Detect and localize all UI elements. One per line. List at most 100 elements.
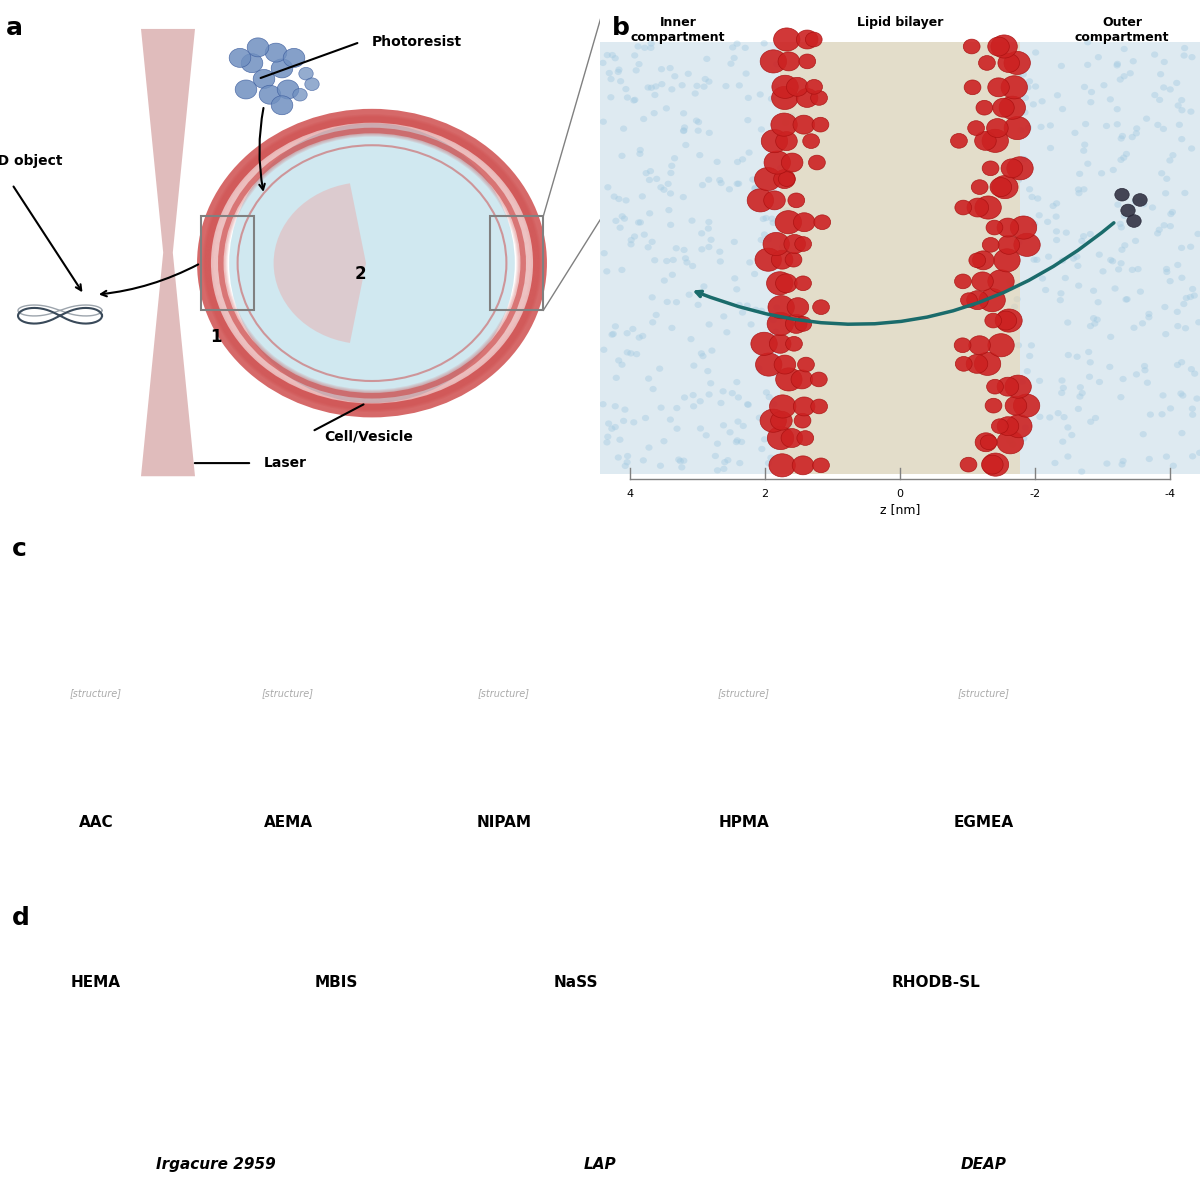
Circle shape (671, 73, 678, 79)
Circle shape (1074, 263, 1081, 269)
Circle shape (1079, 390, 1086, 396)
Circle shape (641, 232, 648, 238)
Circle shape (1099, 268, 1106, 275)
Circle shape (793, 397, 815, 416)
Circle shape (1020, 155, 1027, 163)
Circle shape (1054, 200, 1061, 207)
Circle shape (1120, 376, 1127, 383)
Circle shape (797, 431, 814, 445)
Circle shape (736, 181, 743, 187)
Circle shape (679, 194, 686, 200)
Circle shape (788, 61, 796, 67)
Circle shape (1021, 109, 1028, 116)
Circle shape (1046, 122, 1054, 129)
Circle shape (785, 252, 802, 267)
Circle shape (620, 126, 628, 132)
Circle shape (761, 437, 768, 443)
Circle shape (976, 100, 992, 115)
Circle shape (1121, 205, 1135, 216)
Circle shape (695, 128, 702, 134)
Circle shape (810, 372, 827, 386)
Circle shape (1073, 254, 1080, 260)
Circle shape (720, 422, 727, 428)
Text: -2: -2 (1030, 489, 1040, 500)
Circle shape (1192, 371, 1199, 377)
Text: Laser: Laser (264, 456, 307, 470)
Circle shape (1044, 219, 1051, 225)
Circle shape (676, 457, 683, 463)
Circle shape (1006, 415, 1032, 438)
Circle shape (775, 210, 802, 233)
Circle shape (968, 336, 990, 355)
Circle shape (1026, 187, 1033, 193)
Circle shape (611, 194, 618, 200)
Circle shape (636, 61, 643, 67)
Circle shape (812, 117, 829, 132)
Circle shape (784, 207, 791, 213)
Text: Outer
compartment: Outer compartment (1075, 16, 1169, 44)
Circle shape (1013, 376, 1020, 382)
Circle shape (624, 349, 631, 355)
Circle shape (668, 86, 676, 92)
Circle shape (1108, 257, 1115, 263)
Circle shape (1046, 414, 1054, 421)
Circle shape (1064, 319, 1072, 325)
Circle shape (666, 65, 673, 72)
Circle shape (1159, 392, 1166, 398)
Circle shape (784, 246, 791, 252)
Circle shape (1032, 49, 1039, 56)
Ellipse shape (234, 142, 510, 384)
Circle shape (1193, 396, 1200, 402)
Circle shape (1134, 266, 1141, 273)
Circle shape (608, 51, 616, 59)
Circle shape (1114, 121, 1121, 128)
Circle shape (734, 395, 742, 401)
Circle shape (773, 329, 780, 335)
Circle shape (690, 392, 697, 398)
Circle shape (668, 325, 676, 331)
Circle shape (769, 395, 796, 419)
Circle shape (791, 370, 812, 389)
Circle shape (1111, 286, 1118, 292)
Circle shape (1010, 304, 1018, 310)
Circle shape (617, 225, 624, 231)
Circle shape (994, 249, 1020, 271)
Circle shape (967, 199, 989, 216)
Circle shape (1012, 43, 1019, 49)
Circle shape (769, 335, 791, 353)
Circle shape (697, 398, 704, 404)
Circle shape (653, 176, 660, 182)
Circle shape (744, 117, 751, 123)
Circle shape (1021, 404, 1028, 411)
Circle shape (1170, 463, 1177, 469)
Circle shape (680, 127, 688, 134)
Circle shape (1188, 54, 1195, 60)
Text: AEMA: AEMA (264, 816, 312, 830)
Circle shape (1007, 157, 1033, 179)
Circle shape (1117, 221, 1124, 227)
Circle shape (1087, 231, 1094, 237)
Text: 4: 4 (626, 489, 634, 500)
Text: 0: 0 (896, 489, 904, 500)
Circle shape (1132, 199, 1139, 205)
Circle shape (1014, 404, 1021, 410)
Circle shape (960, 293, 977, 307)
Circle shape (600, 250, 607, 256)
Circle shape (982, 456, 1003, 474)
Circle shape (631, 233, 638, 239)
Circle shape (640, 332, 647, 340)
Circle shape (1180, 392, 1187, 398)
Circle shape (1033, 257, 1040, 263)
Circle shape (1174, 262, 1181, 268)
Circle shape (689, 218, 696, 224)
Circle shape (1117, 260, 1124, 267)
Circle shape (982, 129, 1008, 152)
Circle shape (646, 210, 653, 216)
Circle shape (1004, 376, 1031, 398)
Circle shape (1166, 405, 1174, 411)
Circle shape (635, 43, 642, 49)
Circle shape (1163, 453, 1170, 459)
Circle shape (1166, 158, 1174, 164)
Circle shape (755, 248, 781, 271)
Circle shape (1055, 410, 1062, 416)
